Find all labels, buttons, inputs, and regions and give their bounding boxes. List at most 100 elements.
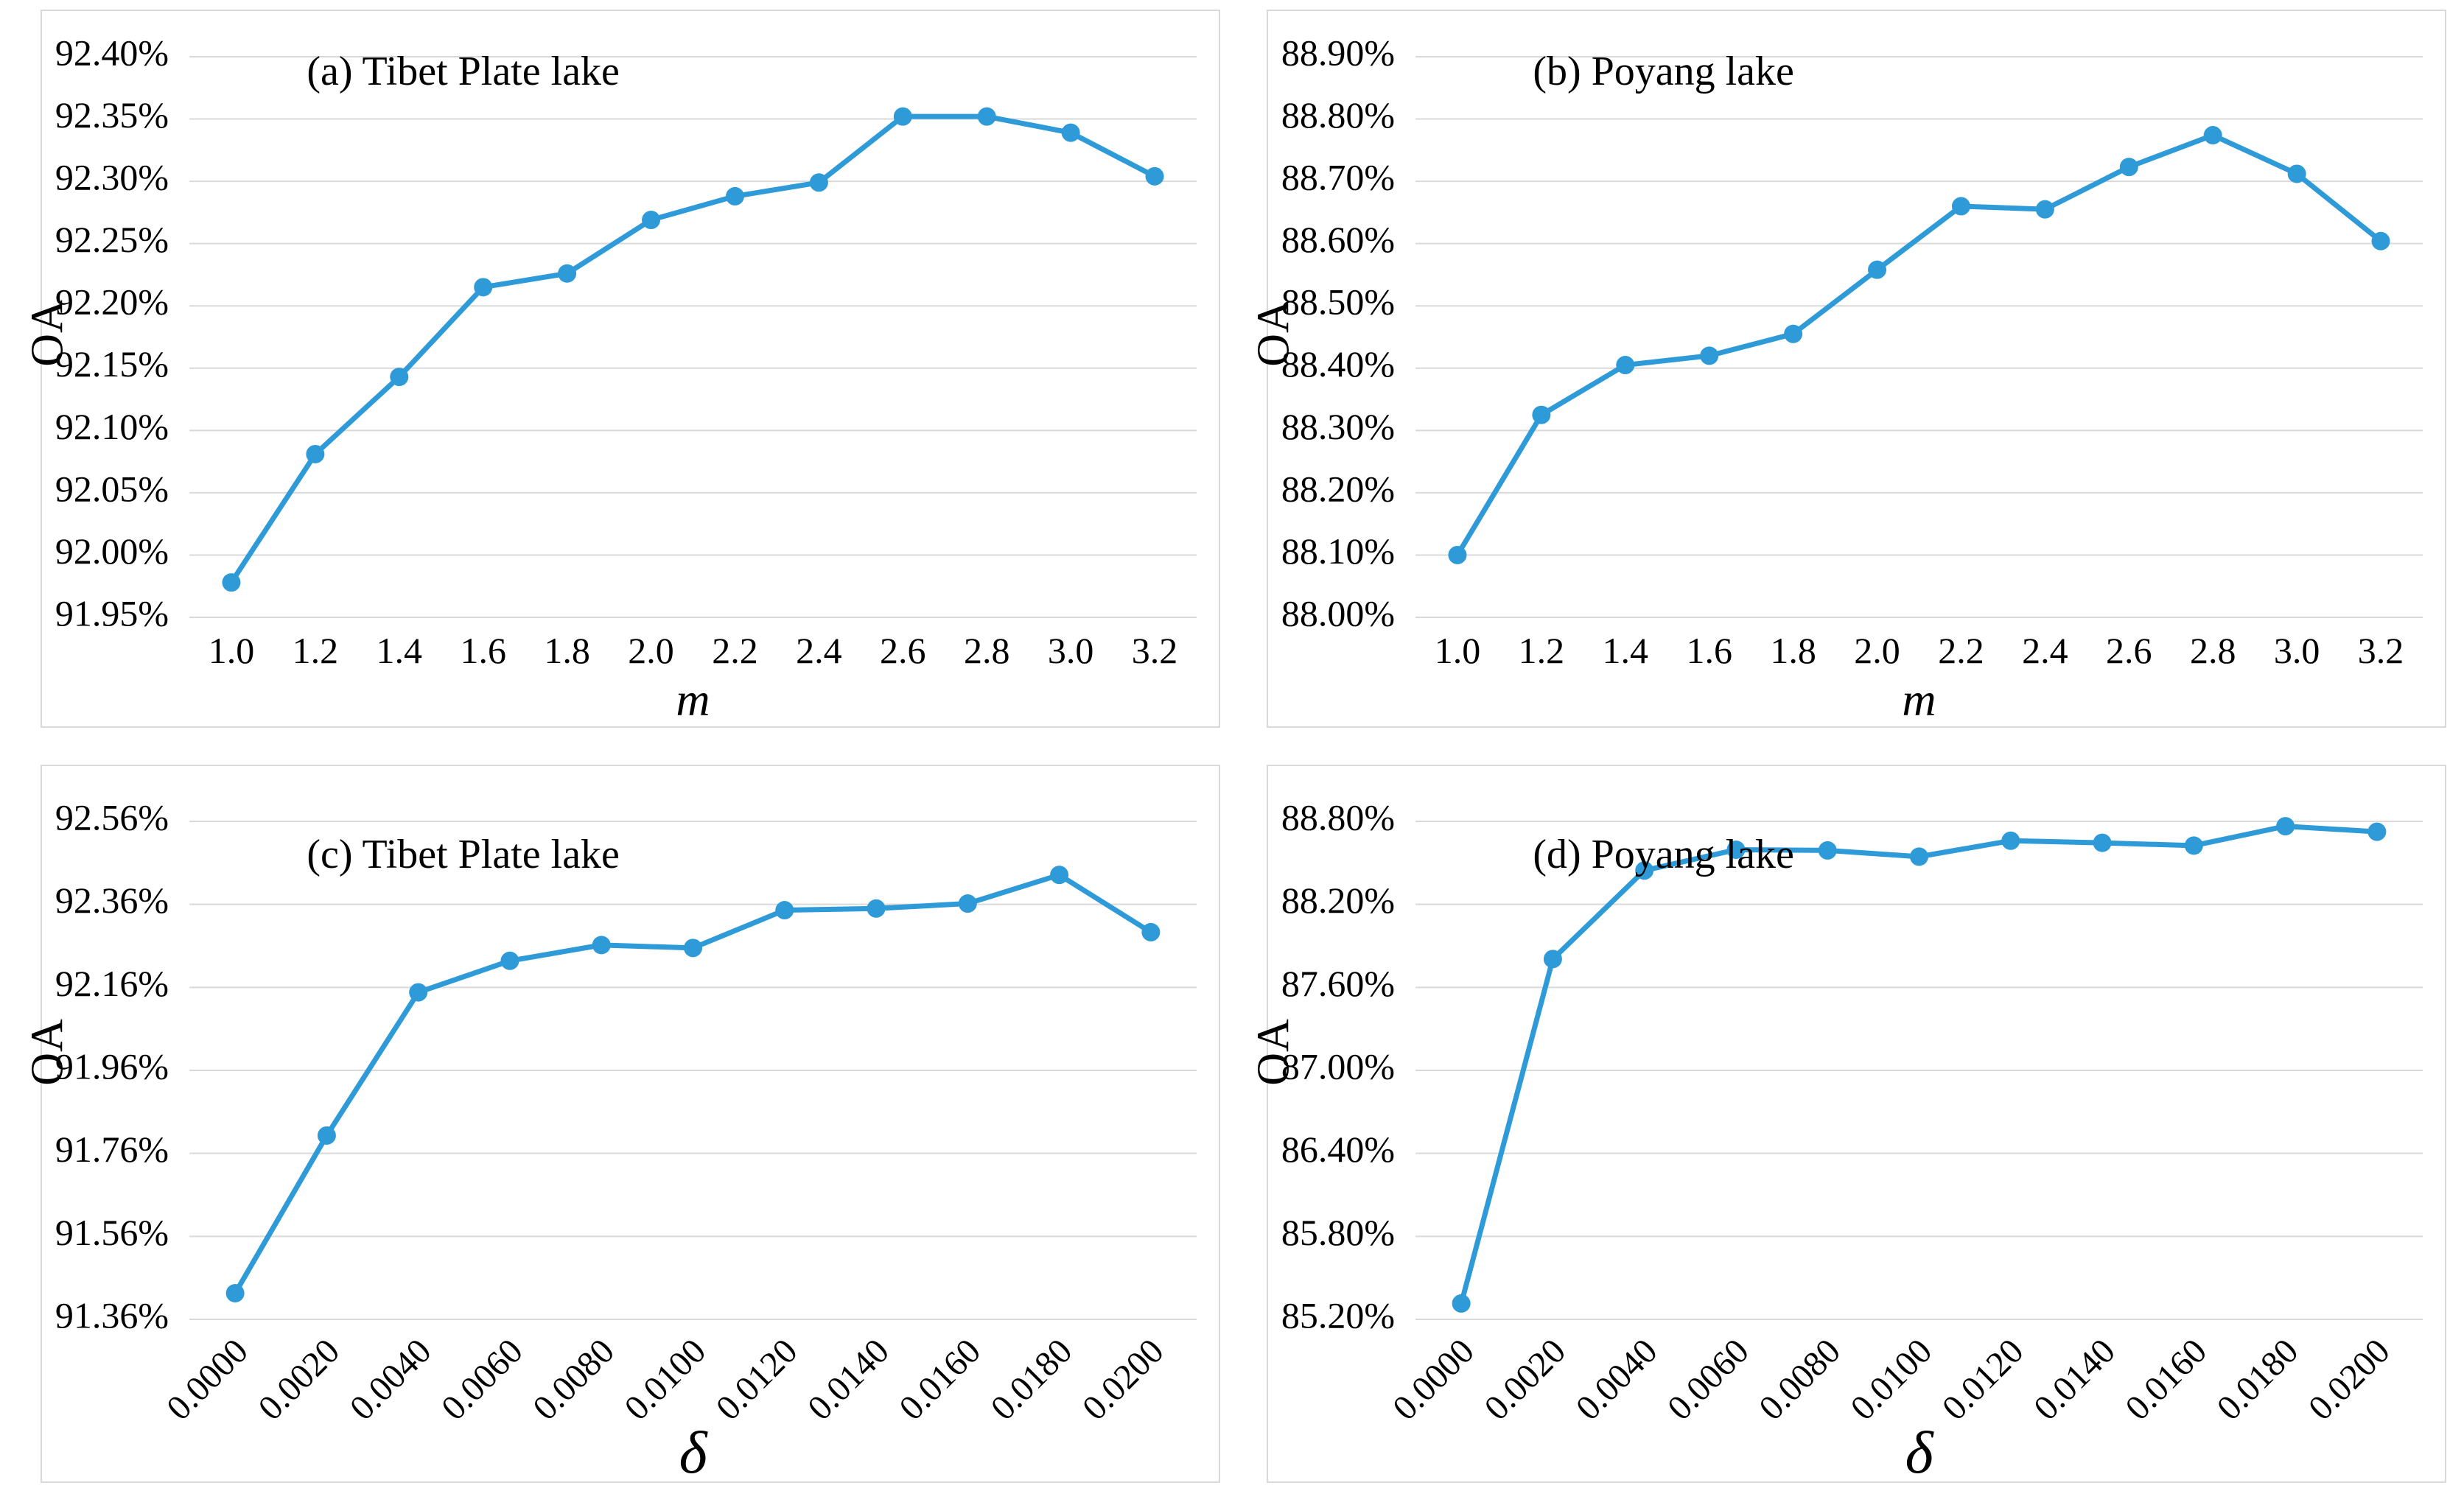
y-tick-label: 88.80% — [1281, 94, 1395, 136]
data-point-marker — [592, 936, 611, 955]
data-point-marker — [1145, 166, 1164, 186]
line-chart-b: 88.00% 88.10% 88.20% 88.30% 88.40% 88.50% 88.6… — [1281, 32, 2423, 671]
x-tick-label: 3.0 — [2274, 630, 2320, 671]
data-series-line — [1458, 824, 2380, 1306]
y-tick-label: 92.36% — [55, 880, 169, 921]
data-point-marker — [1141, 922, 1161, 941]
data-point-marker — [317, 1126, 336, 1145]
data-point-marker — [1061, 123, 1080, 142]
x-tick-label: 3.2 — [1132, 630, 1178, 671]
x-tick-label: 0.0200 — [2301, 1331, 2398, 1428]
y-tick-label: 92.10% — [55, 406, 169, 447]
data-point-marker — [306, 444, 325, 463]
x-tick-label: 3.2 — [2358, 630, 2404, 671]
data-point-marker — [474, 278, 493, 297]
y-tick-label: 92.15% — [55, 343, 169, 385]
data-point-marker — [1700, 346, 1719, 365]
data-point-marker — [684, 939, 702, 958]
chart-a-x-axis-title: m — [676, 673, 710, 726]
x-tick-label: 1.4 — [377, 630, 423, 671]
data-point-marker — [222, 573, 241, 592]
x-tick-label: 3.0 — [1048, 630, 1094, 671]
y-tick-label: 88.70% — [1281, 157, 1395, 198]
data-point-marker — [2093, 833, 2112, 852]
x-tick-label: 0.0140 — [800, 1331, 897, 1428]
data-point-marker — [1543, 950, 1562, 969]
data-point-marker — [893, 107, 912, 126]
x-tick-label: 1.8 — [1770, 630, 1816, 671]
y-tick-label: 85.20% — [1281, 1294, 1395, 1336]
data-point-marker — [725, 186, 744, 206]
data-point-marker — [1910, 847, 1928, 866]
x-tick-label: 1.0 — [209, 630, 255, 671]
y-tick-label: 92.20% — [55, 281, 169, 323]
data-point-marker — [558, 264, 577, 283]
y-tick-label: 88.80% — [1281, 796, 1395, 838]
x-tick-label: 1.8 — [544, 630, 590, 671]
chart-c-x-axis-title: δ — [679, 1419, 707, 1486]
x-tick-label: 0.0200 — [1075, 1331, 1172, 1428]
y-tick-label: 88.00% — [1281, 592, 1395, 634]
y-tick-label: 88.20% — [1281, 880, 1395, 921]
chart-c-title: (c) Tibet Plate lake — [307, 832, 620, 877]
y-tick-label: 88.30% — [1281, 406, 1395, 447]
y-tick-label: 92.25% — [55, 219, 169, 260]
data-point-marker — [1726, 840, 1746, 859]
x-tick-label: 0.0080 — [1751, 1331, 1848, 1428]
y-tick-label: 92.05% — [55, 468, 169, 509]
data-point-marker — [2001, 831, 2020, 850]
x-tick-label: 2.4 — [2022, 630, 2068, 671]
data-point-marker — [1635, 861, 1654, 880]
data-point-marker — [1050, 866, 1069, 885]
line-chart-d: 85.20% 85.80% 86.40% 87.00% 87.60% 88.20% 88.8… — [1281, 796, 2423, 1428]
x-tick-label: 2.8 — [2190, 630, 2236, 671]
data-point-marker — [642, 211, 661, 230]
y-tick-label: 88.90% — [1281, 32, 1395, 73]
data-point-marker — [1818, 841, 1837, 860]
data-point-marker — [390, 368, 409, 387]
y-tick-label: 92.40% — [55, 32, 169, 73]
panel-b-poyang-m: 88.00% 88.10% 88.20% 88.30% 88.40% 88.50% 88.6… — [1249, 10, 2446, 728]
data-point-marker — [500, 951, 519, 970]
chart-b-y-axis-title: OA — [1248, 299, 1299, 367]
y-tick-label: 92.00% — [55, 530, 169, 572]
chart-d-title: (d) Poyang lake — [1533, 832, 1794, 877]
y-tick-label: 92.56% — [55, 796, 169, 838]
data-point-marker — [1616, 356, 1635, 375]
x-tick-label: 0.0180 — [2210, 1331, 2306, 1428]
data-point-marker — [1452, 1294, 1471, 1313]
y-tick-label: 87.60% — [1281, 963, 1395, 1004]
x-tick-label: 2.2 — [1938, 630, 1984, 671]
chart-d-y-axis-title: OA — [1248, 1018, 1299, 1087]
data-point-marker — [2035, 200, 2054, 219]
data-point-marker — [2367, 822, 2387, 841]
x-tick-label: 1.2 — [1519, 630, 1565, 671]
data-point-marker — [1868, 260, 1887, 279]
data-point-marker — [809, 173, 828, 192]
y-tick-label: 88.20% — [1281, 468, 1395, 509]
y-tick-label: 92.30% — [55, 157, 169, 198]
line-chart-c: 91.36% 91.56% 91.76% 91.96% 92.16% 92.36% 92.5… — [55, 796, 1197, 1428]
data-point-marker — [1448, 545, 1467, 564]
y-tick-label: 91.56% — [55, 1212, 169, 1253]
x-tick-label: 0.0100 — [617, 1331, 713, 1428]
y-tick-label: 87.00% — [1281, 1045, 1395, 1087]
chart-a-title: (a) Tibet Plate lake — [307, 49, 620, 94]
x-tick-label: 2.0 — [628, 630, 674, 671]
data-point-marker — [409, 983, 428, 1002]
x-tick-label: 1.4 — [1603, 630, 1649, 671]
x-tick-label: 0.0020 — [251, 1331, 347, 1428]
x-tick-label: 0.0180 — [984, 1331, 1080, 1428]
x-tick-label: 1.2 — [293, 630, 339, 671]
chart-c-y-axis-title: OA — [22, 1018, 73, 1087]
y-tick-label: 91.96% — [55, 1045, 169, 1087]
panel-a-tibet-m: 91.95% 92.00% 92.05% 92.10% 92.15% 92.20% 92.2… — [23, 10, 1220, 728]
data-point-marker — [2287, 164, 2306, 183]
x-tick-label: 2.0 — [1854, 630, 1900, 671]
y-tick-label: 88.40% — [1281, 343, 1395, 385]
panel-c-tibet-delta: 91.36% 91.56% 91.76% 91.96% 92.16% 92.36% 92.5… — [23, 765, 1220, 1486]
line-chart-a: 91.95% 92.00% 92.05% 92.10% 92.15% 92.20% 92.2… — [55, 32, 1197, 671]
y-tick-label: 92.16% — [55, 963, 169, 1004]
data-point-marker — [867, 899, 886, 918]
data-point-marker — [775, 901, 794, 920]
